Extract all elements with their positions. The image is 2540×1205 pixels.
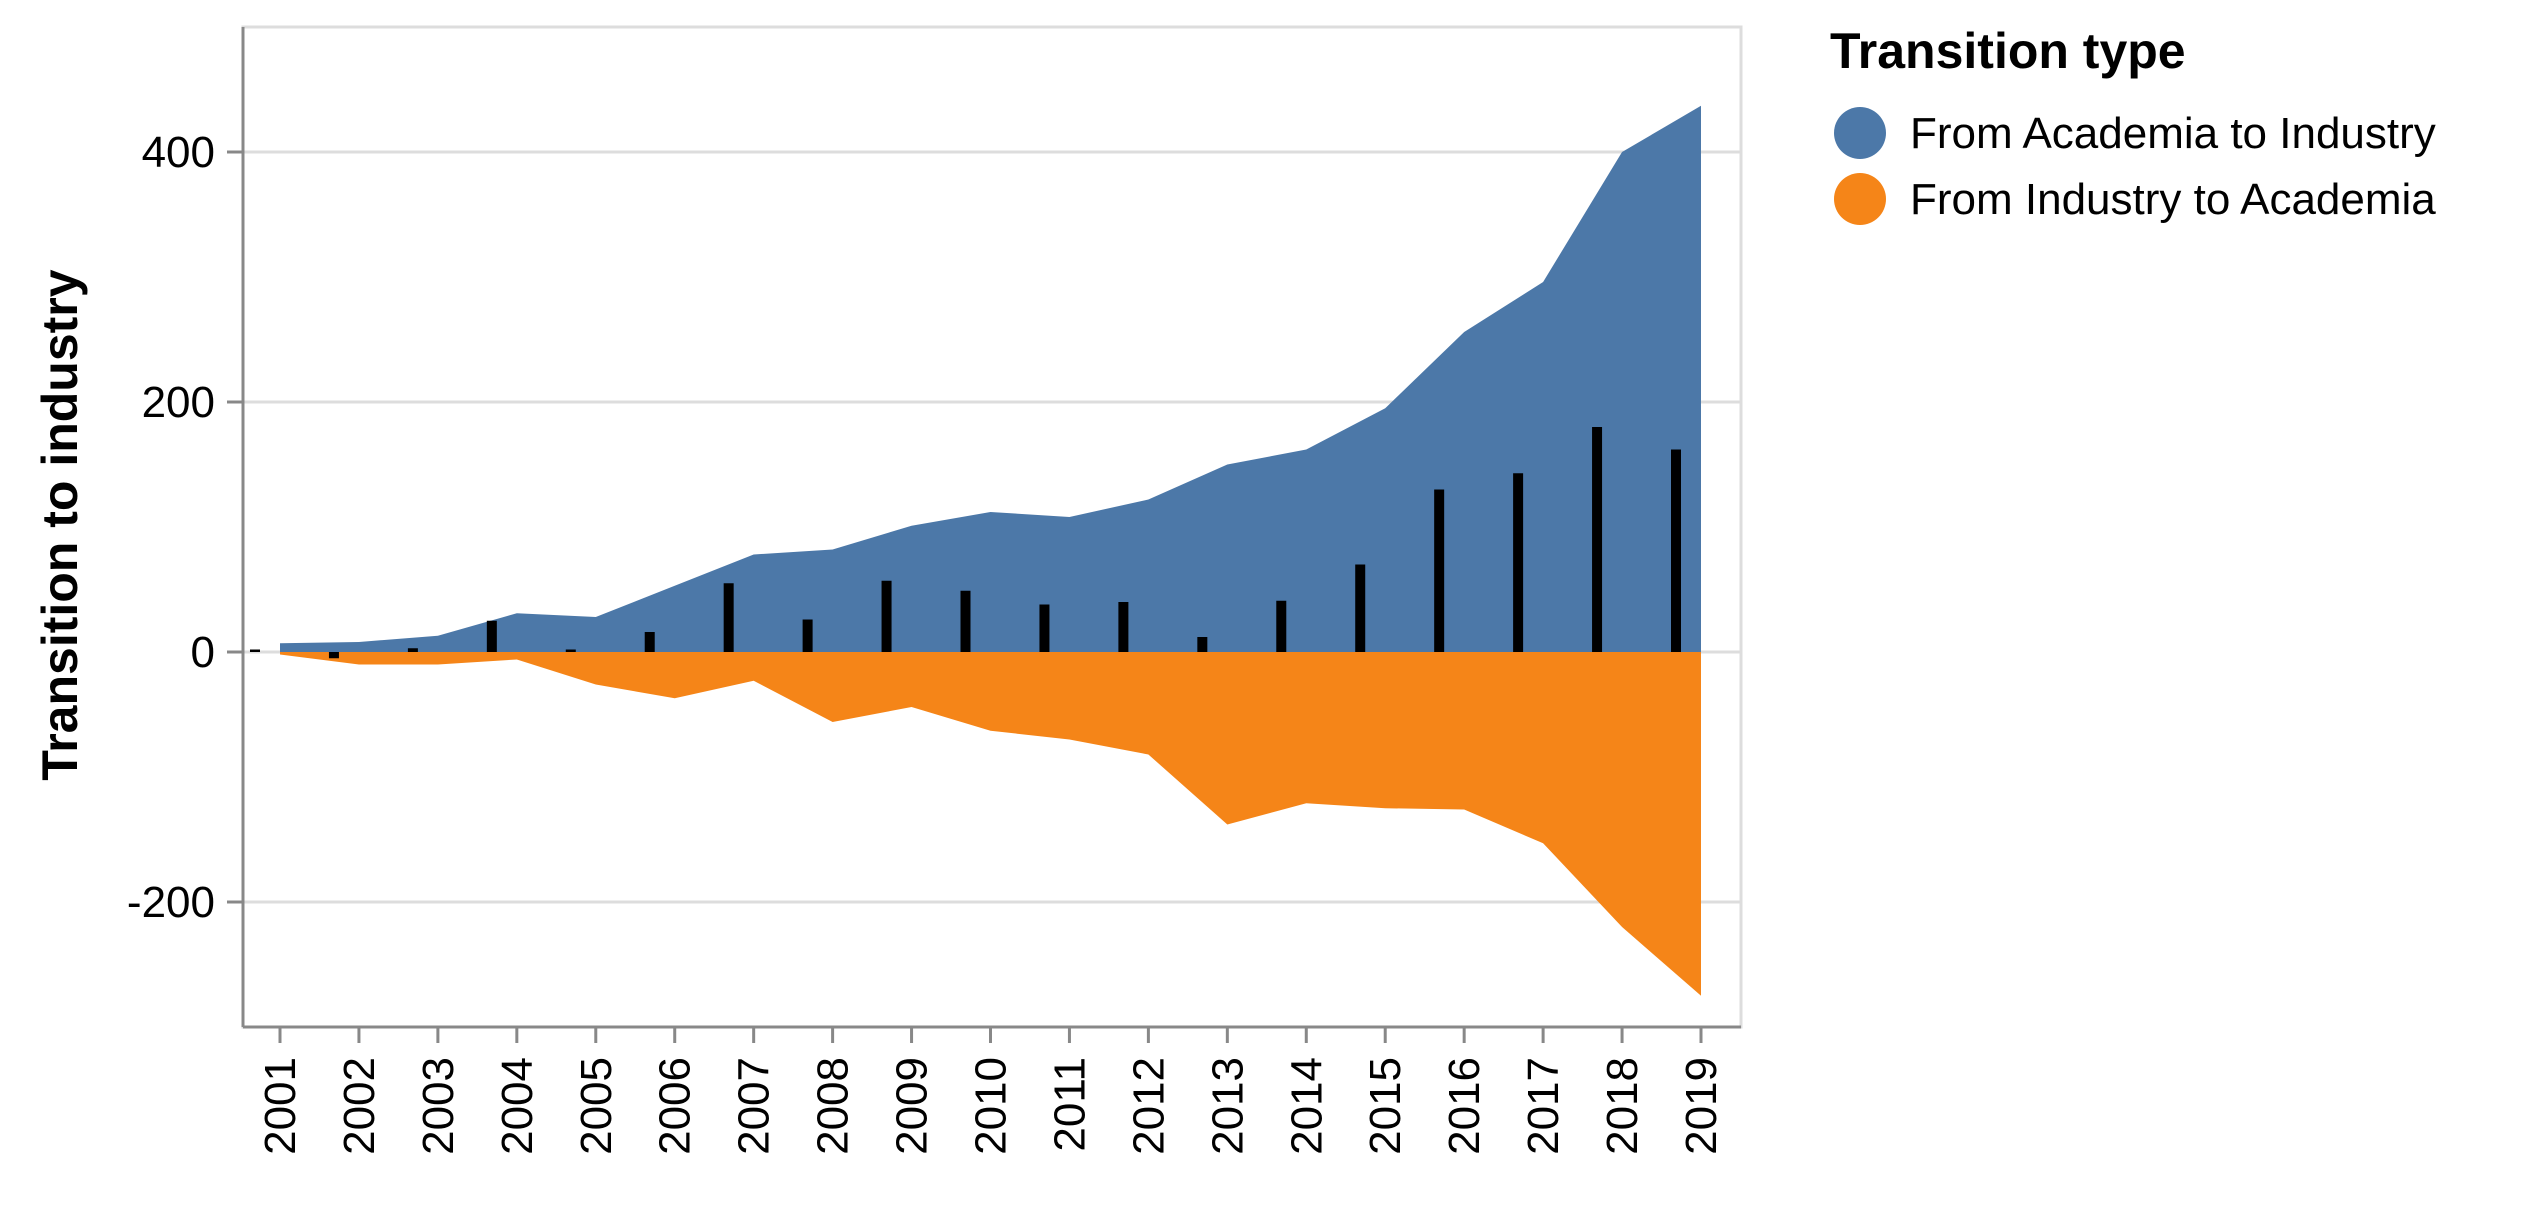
x-tick-label: 2004 <box>493 1057 542 1155</box>
area-industry-to-academia <box>280 652 1701 996</box>
net-bar <box>1513 473 1524 652</box>
x-tick-label: 2016 <box>1440 1057 1489 1155</box>
net-bar <box>960 590 971 652</box>
y-tick-label: -200 <box>127 878 215 927</box>
x-tick-label: 2017 <box>1519 1057 1568 1155</box>
net-bar <box>250 649 260 652</box>
y-tick-label: 0 <box>191 628 215 677</box>
legend-label: From Industry to Academia <box>1910 175 2436 224</box>
x-tick-label: 2002 <box>335 1057 384 1155</box>
x-tick-label: 2018 <box>1598 1057 1647 1155</box>
x-tick-label: 2007 <box>730 1057 779 1155</box>
net-bar <box>1276 600 1287 652</box>
x-tick-label: 2019 <box>1677 1057 1726 1155</box>
net-bar <box>1039 604 1050 652</box>
x-tick-label: 2006 <box>651 1057 700 1155</box>
net-bar <box>881 580 892 652</box>
y-tick-label: 400 <box>142 128 215 177</box>
net-bar <box>1592 427 1603 652</box>
x-tick-label: 2011 <box>1045 1057 1094 1152</box>
x-tick-label: 2013 <box>1203 1057 1252 1155</box>
x-tick-label: 2005 <box>572 1057 621 1155</box>
net-bar <box>644 632 655 652</box>
x-tick-label: 2001 <box>256 1057 305 1155</box>
x-tick-label: 2015 <box>1361 1057 1410 1155</box>
x-tick-label: 2010 <box>967 1057 1016 1155</box>
net-bar <box>565 649 576 652</box>
net-bar <box>1434 489 1445 652</box>
y-tick-label: 200 <box>142 378 215 427</box>
net-bar <box>723 583 734 652</box>
x-tick-label: 2003 <box>414 1057 463 1155</box>
net-bar <box>1671 449 1681 652</box>
y-axis-title: Transition to industry <box>32 269 88 780</box>
net-bar <box>486 620 497 652</box>
x-tick-label: 2008 <box>809 1057 858 1155</box>
axes: -200 0 200 400 2001 2002 2003 2004 2005 2006 2007 2… <box>127 27 1741 1155</box>
x-tick-label: 2012 <box>1124 1057 1173 1155</box>
net-bar <box>1118 602 1129 652</box>
x-tick-label: 2009 <box>888 1057 937 1155</box>
legend-label: From Academia to Industry <box>1910 109 2436 158</box>
legend: Transition type From Academia to Industr… <box>1830 23 2436 225</box>
net-bar <box>1197 637 1208 652</box>
area-academia-to-industry <box>280 105 1701 652</box>
legend-swatch <box>1834 173 1886 225</box>
net-bars <box>250 427 1681 659</box>
x-tick-label: 2014 <box>1282 1057 1331 1155</box>
net-bar <box>328 652 339 659</box>
net-bar <box>407 648 418 652</box>
legend-title: Transition type <box>1830 23 2186 79</box>
net-bar <box>802 619 813 652</box>
net-bar <box>1355 564 1366 652</box>
legend-swatch <box>1834 107 1886 159</box>
area-series <box>280 105 1701 996</box>
